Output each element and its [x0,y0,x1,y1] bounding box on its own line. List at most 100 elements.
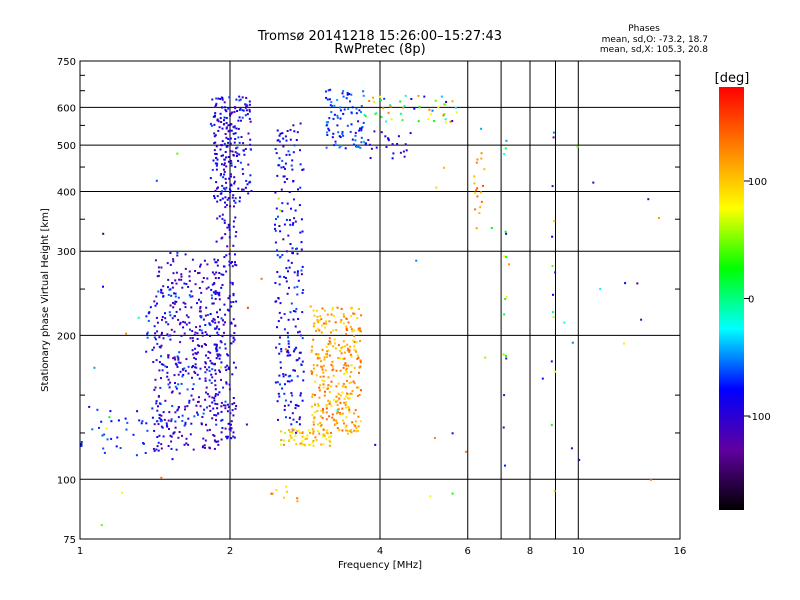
data-point [225,117,228,119]
data-point [162,285,165,288]
data-point [292,180,295,182]
data-point [196,401,199,403]
data-point [319,384,322,387]
data-point [342,112,345,115]
data-point [227,141,230,144]
data-point [286,292,289,295]
data-point [290,164,293,167]
data-point [296,497,299,500]
data-point [360,127,363,130]
data-point [312,444,315,447]
data-point [242,149,245,152]
data-point [209,351,212,354]
data-point [187,365,190,368]
data-point [478,212,481,215]
data-point [294,404,297,407]
data-point [223,168,225,171]
data-point [218,369,221,372]
data-point [312,364,315,367]
data-point [279,302,282,305]
data-point [213,258,216,261]
data-point [290,392,293,395]
data-point [172,306,175,309]
data-point [211,98,214,101]
data-point [330,331,332,334]
data-point [213,343,216,346]
data-point [280,439,283,442]
data-point [161,318,163,321]
data-point [451,120,454,122]
data-point [276,271,279,273]
data-point [474,208,477,211]
data-point [194,331,197,334]
data-point [354,420,357,423]
data-point [338,357,341,360]
data-point [292,369,295,372]
data-point [176,409,179,412]
data-point [363,140,365,143]
data-point [212,407,215,410]
data-point [215,347,218,350]
data-point [293,130,296,133]
data-point [301,265,304,268]
data-point [345,395,348,398]
data-point [284,348,287,351]
data-point [233,176,236,179]
data-point [242,188,245,191]
data-point [198,310,201,313]
data-point [348,407,351,410]
data-point [354,139,357,142]
data-point [161,331,163,334]
data-point [229,142,232,145]
data-point [296,270,299,273]
data-point [353,345,356,348]
data-point [102,285,104,288]
data-point [343,422,345,425]
data-point [279,383,281,386]
data-point [177,296,180,299]
data-point [283,408,286,411]
data-point [324,353,327,355]
data-point [174,382,176,384]
data-point [228,388,231,391]
data-point [221,236,224,239]
data-point [341,131,344,133]
data-point [220,410,223,413]
data-point [282,375,285,378]
data-point [205,333,208,336]
data-point [149,306,152,309]
data-point [298,418,301,421]
data-point [167,286,169,289]
data-point [322,433,325,436]
data-point [214,105,217,108]
data-point [219,370,221,373]
data-point [239,196,241,199]
data-point [338,397,341,400]
data-point [322,383,325,386]
data-point [215,357,218,360]
data-point [480,191,482,194]
data-point [345,325,348,328]
chart-title: Tromsø 20141218 15:26:00–15:27:43 [257,29,502,44]
data-point [175,310,178,313]
data-point [220,341,223,344]
data-point [229,113,232,116]
data-point [271,492,274,495]
data-point [274,148,277,150]
data-point [221,284,224,286]
data-point [300,273,303,276]
data-point [156,409,159,412]
data-point [224,188,227,191]
data-point [209,409,212,412]
data-point [210,362,213,365]
data-point [274,381,277,384]
data-point [211,283,214,286]
data-point [306,434,309,437]
data-point [358,394,361,396]
data-point [229,301,232,304]
data-point [339,369,342,372]
data-point [226,435,229,438]
data-point [344,429,347,432]
data-point [80,441,83,443]
data-point [302,379,305,382]
